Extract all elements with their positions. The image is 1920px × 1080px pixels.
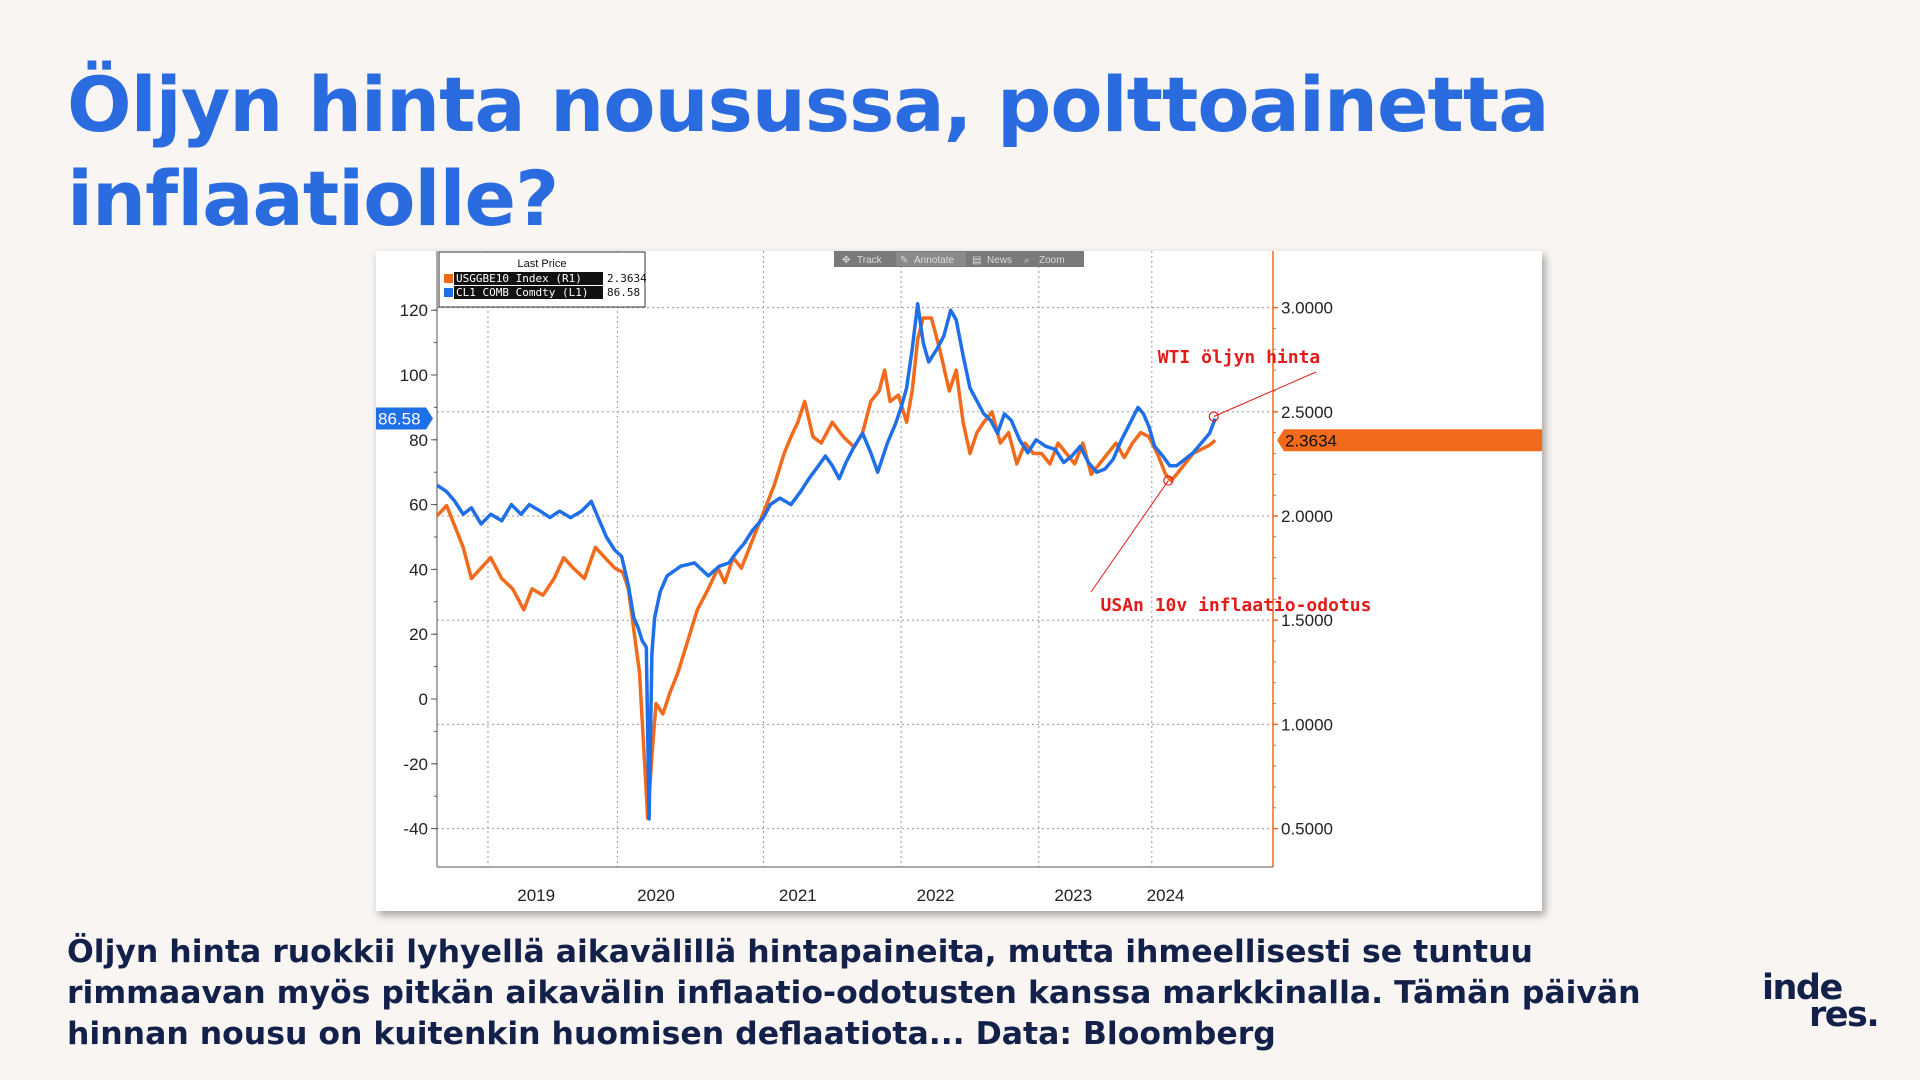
annotation-breakeven: USAn 10v inflaatio-odotus xyxy=(1090,475,1372,616)
annotation-wti: WTI öljyn hinta xyxy=(1158,347,1321,422)
left-tick-label: 120 xyxy=(400,301,428,320)
right-tick-label: 3.0000 xyxy=(1281,299,1333,318)
right-tick-label: 0.5000 xyxy=(1281,820,1333,839)
x-tick-label: 2019 xyxy=(517,886,555,905)
zoom-label: Zoom xyxy=(1039,255,1065,266)
last-value-tag-right: 2.3634 xyxy=(1277,429,1542,452)
legend-label: USGGBE10 Index (R1) xyxy=(456,272,582,285)
right-tick-label: 1.5000 xyxy=(1281,611,1333,630)
annotate-button[interactable]: ✎ Annotate xyxy=(896,252,966,266)
series-line-breakeven xyxy=(435,316,1217,820)
track-icon: ✥ xyxy=(842,255,850,266)
right-tick-label: 1.0000 xyxy=(1281,715,1333,734)
axes: 2019 2020 2021 2022 2023 2024 3.0000 2.5000 2.00… xyxy=(376,251,1542,905)
right-tick-label: 2.0000 xyxy=(1281,507,1333,526)
legend-value: 86.58 xyxy=(607,286,640,299)
left-tick-label: 100 xyxy=(400,366,428,385)
legend-entry-wti: CL1 COMB Comdty (L1) 86.58 xyxy=(444,286,640,299)
slide-caption: Öljyn hinta ruokkii lyhyellä aikavälillä… xyxy=(67,934,1641,1052)
x-tick-label: 2022 xyxy=(917,886,955,905)
annotate-label: Annotate xyxy=(914,255,954,266)
annotation-label: WTI öljyn hinta xyxy=(1158,347,1321,368)
legend-swatch xyxy=(444,274,453,283)
news-button[interactable]: ▤ News xyxy=(972,255,1012,266)
series-line-wti xyxy=(436,301,1217,821)
legend-label: CL1 COMB Comdty (L1) xyxy=(456,286,588,299)
zoom-icon: ⌕ xyxy=(1024,255,1030,266)
grid xyxy=(437,251,1273,867)
left-tick-label: 20 xyxy=(409,625,428,644)
legend-swatch xyxy=(444,288,453,297)
news-label: News xyxy=(987,255,1012,266)
last-value-label-left: 86.58 xyxy=(378,409,421,428)
annotations: WTI öljyn hinta USAn 10v inflaatio-odotus xyxy=(1090,347,1372,616)
annotate-icon: ✎ xyxy=(900,255,908,266)
logo-line-2: res. xyxy=(1809,995,1880,1035)
logo-line-1: inde xyxy=(1762,968,1843,1008)
legend-value: 2.3634 xyxy=(607,272,647,285)
x-tick-label: 2021 xyxy=(779,886,817,905)
x-tick-label: 2023 xyxy=(1054,886,1092,905)
x-tick-label: 2020 xyxy=(637,886,675,905)
slide-title: Öljyn hinta nousussa, polttoainetta infl… xyxy=(67,60,1549,243)
left-tick-label: 60 xyxy=(409,496,428,515)
news-icon: ▤ xyxy=(972,255,981,266)
left-tick-label: 40 xyxy=(409,560,428,579)
x-tick-label: 2024 xyxy=(1147,886,1185,905)
left-tick-label: -20 xyxy=(403,755,428,774)
left-tick-label: -40 xyxy=(403,820,428,839)
track-label: Track xyxy=(857,255,883,266)
series xyxy=(435,301,1217,821)
legend-header: Last Price xyxy=(518,258,567,270)
chart-panel: 2019 2020 2021 2022 2023 2024 3.0000 2.5000 2.00… xyxy=(376,251,1542,911)
right-tick-label: 2.5000 xyxy=(1281,403,1333,422)
left-tick-label: 80 xyxy=(409,431,428,450)
zoom-button[interactable]: ⌕ Zoom xyxy=(1024,255,1065,266)
annotation-label: USAn 10v inflaatio-odotus xyxy=(1101,595,1372,616)
left-tick-label: 0 xyxy=(419,690,428,709)
chart-legend: Last Price USGGBE10 Index (R1) 2.3634 CL… xyxy=(438,251,647,308)
track-button[interactable]: ✥ Track xyxy=(842,255,883,266)
last-value-label-right: 2.3634 xyxy=(1285,431,1337,450)
inderes-logo: inde res. xyxy=(1762,968,1880,1035)
legend-entry-breakeven: USGGBE10 Index (R1) 2.3634 xyxy=(444,272,647,285)
line-chart: 2019 2020 2021 2022 2023 2024 3.0000 2.5000 2.00… xyxy=(376,251,1542,905)
chart-toolbar: ✥ Track ✎ Annotate ▤ News ⌕ Zoom xyxy=(834,251,1084,267)
last-value-tag-left: 86.58 xyxy=(376,407,433,430)
